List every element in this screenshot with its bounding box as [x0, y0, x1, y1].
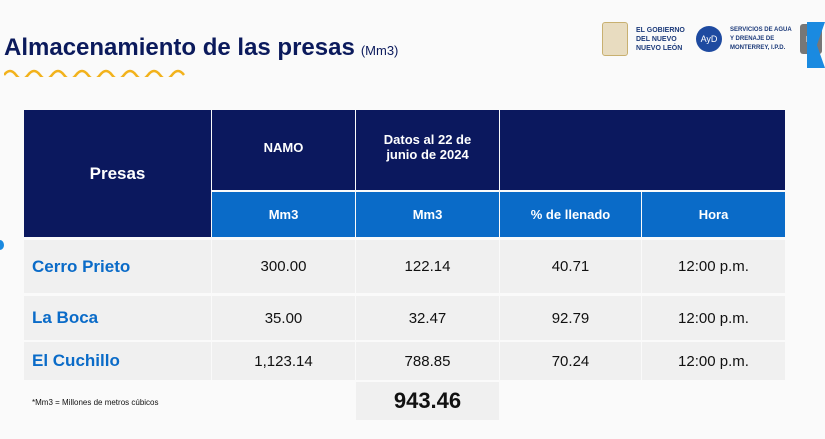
header-datos: Datos al 22 de junio de 2024 [356, 110, 499, 190]
header-empty [500, 110, 785, 190]
hora-value: 12:00 p.m. [642, 296, 785, 340]
title-text: Almacenamiento de las presas [4, 34, 355, 61]
title-unit: (Mm3) [360, 43, 399, 58]
coat-of-arms-icon [602, 22, 628, 56]
pct-value: 40.71 [500, 240, 641, 293]
hora-value: 12:00 p.m. [642, 342, 785, 380]
datos-value: 788.85 [356, 342, 499, 380]
namo-value: 1,123.14 [212, 342, 355, 380]
header-namo: NAMO [212, 110, 355, 190]
wave-decoration-icon [4, 69, 185, 77]
logos: EL GOBIERNO DEL NUEVO NUEVO LEÓN AyD SER… [602, 22, 822, 56]
page-title: Almacenamiento de las presas (Mm3) [4, 34, 398, 62]
accent-shape [807, 22, 825, 68]
sub-pct: % de llenado [500, 192, 641, 237]
total-value: 943.46 [356, 382, 499, 420]
header-presas: Presas [24, 110, 211, 237]
dam-name: La Boca [24, 296, 211, 340]
agua-drenaje-logo: SERVICIOS DE AGUA Y DRENAJE DE MONTERREY… [730, 26, 792, 51]
accent-dot [0, 240, 4, 250]
pct-value: 92.79 [500, 296, 641, 340]
sub-datos-unit: Mm3 [356, 192, 499, 237]
pct-value: 70.24 [500, 342, 641, 380]
nuevo-leon-logo: EL GOBIERNO DEL NUEVO NUEVO LEÓN [636, 26, 685, 52]
dam-name: Cerro Prieto [24, 240, 211, 293]
unit-note: *Mm3 = Millones de metros cúbicos [32, 398, 159, 407]
datos-value: 122.14 [356, 240, 499, 293]
datos-value: 32.47 [356, 296, 499, 340]
sub-hora: Hora [642, 192, 785, 237]
namo-value: 35.00 [212, 296, 355, 340]
agua-drenaje-icon: AyD [696, 26, 722, 52]
hora-value: 12:00 p.m. [642, 240, 785, 293]
namo-value: 300.00 [212, 240, 355, 293]
sub-namo-unit: Mm3 [212, 192, 355, 237]
dam-name: El Cuchillo [24, 342, 211, 380]
